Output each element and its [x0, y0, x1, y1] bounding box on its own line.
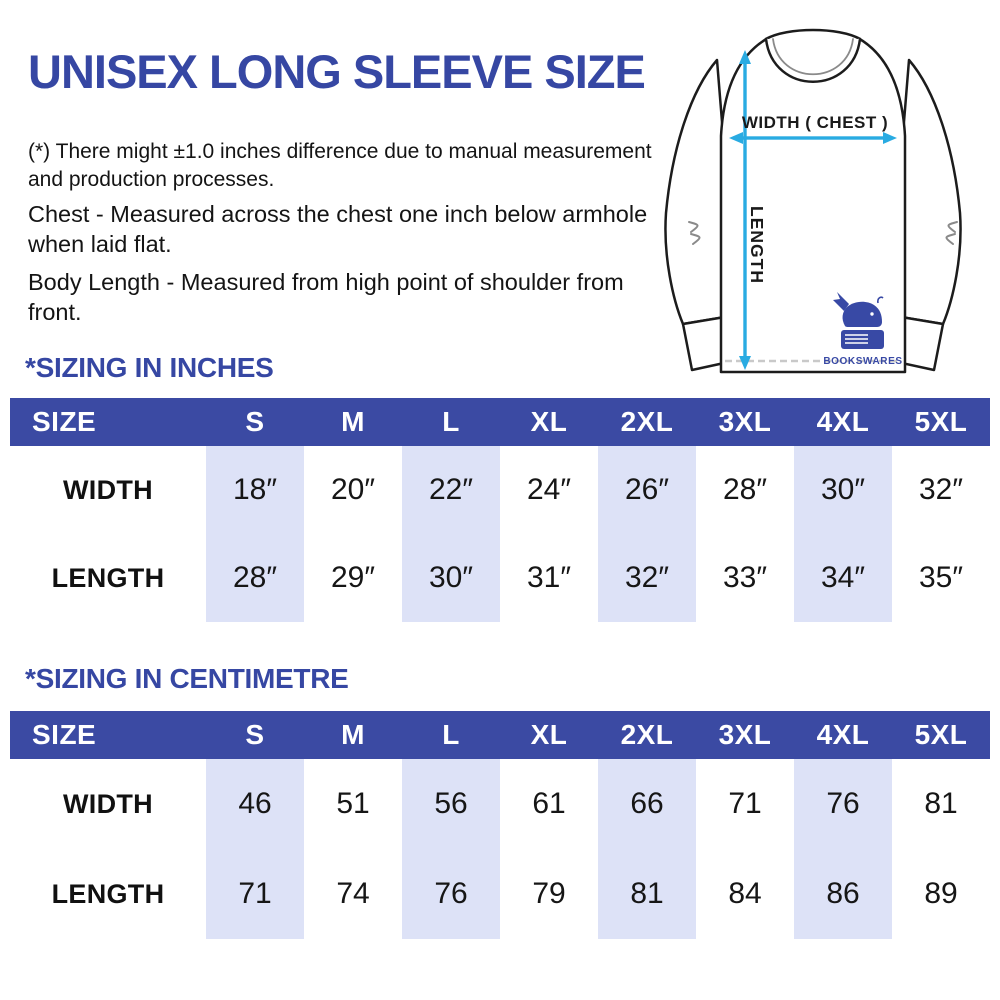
- value-cell: 26″: [598, 446, 696, 534]
- page-title: UNISEX LONG SLEEVE SIZE: [28, 45, 646, 98]
- value-cell: 51: [336, 787, 370, 820]
- width-chest-label: WIDTH ( CHEST ): [742, 113, 888, 132]
- column-header-xl: XL: [530, 719, 568, 750]
- value-cell: 29″: [331, 561, 375, 594]
- table-row-width: WIDTH 18″ 20″ 22″ 24″ 26″ 28″ 30″ 32″: [10, 446, 990, 534]
- row-label-width: WIDTH: [63, 474, 153, 505]
- column-header-4xl: 4XL: [816, 406, 870, 437]
- book-icon: [841, 330, 884, 349]
- value-cell: 24″: [527, 473, 571, 506]
- table-row-length: LENGTH 28″ 29″ 30″ 31″ 32″ 33″ 34″ 35″: [10, 534, 990, 622]
- value-cell: 34″: [794, 534, 892, 622]
- whale-icon: [833, 292, 884, 327]
- column-header-l: L: [442, 406, 460, 437]
- value-cell: 20″: [331, 473, 375, 506]
- value-cell: 28″: [723, 473, 767, 506]
- value-cell: 81: [598, 849, 696, 939]
- brand-name: BOOKSWARES: [823, 356, 902, 367]
- sizing-in-centimetre-heading: *SIZING IN CENTIMETRE: [25, 663, 349, 694]
- right-elbow-mark: [945, 221, 958, 245]
- column-header-m: M: [341, 406, 365, 437]
- long-sleeve-shirt-diagram: WIDTH ( CHEST ) LENGTH BOOKSWARES: [664, 28, 962, 374]
- column-header-4xl: 4XL: [816, 719, 870, 750]
- collar-outer: [764, 37, 862, 83]
- table-header-row: SIZE S M L XL 2XL 3XL 4XL 5XL: [10, 398, 990, 446]
- collar-inner-rib: [772, 38, 854, 75]
- value-cell: 66: [598, 759, 696, 849]
- column-header-size: SIZE: [32, 406, 97, 437]
- left-elbow-mark: [688, 221, 701, 245]
- value-cell: 35″: [919, 561, 963, 594]
- column-header-size: SIZE: [32, 719, 97, 750]
- bookswares-logo: BOOKSWARES: [823, 292, 902, 367]
- value-cell: 74: [336, 877, 370, 910]
- column-header-3xl: 3XL: [718, 406, 772, 437]
- length-label: LENGTH: [747, 206, 767, 284]
- value-cell: 71: [206, 849, 304, 939]
- value-cell: 31″: [527, 561, 571, 594]
- length-arrow-icon: [739, 50, 751, 370]
- value-cell: 86: [794, 849, 892, 939]
- value-cell: 18″: [206, 446, 304, 534]
- value-cell: 79: [532, 877, 566, 910]
- width-arrow-icon: [729, 132, 897, 144]
- value-cell: 32″: [919, 473, 963, 506]
- row-label-length: LENGTH: [51, 562, 165, 593]
- column-header-5xl: 5XL: [914, 406, 968, 437]
- column-header-2xl: 2XL: [620, 406, 674, 437]
- value-cell: 30″: [794, 446, 892, 534]
- body-length-definition: Body Length - Measured from high point o…: [28, 269, 624, 325]
- value-cell: 30″: [402, 534, 500, 622]
- column-header-m: M: [341, 719, 365, 750]
- column-header-s: S: [245, 719, 265, 750]
- sizing-table-centimetre: SIZE S M L XL 2XL 3XL 4XL 5XL WIDTH 46 51 56 61 66 71 76…: [10, 711, 990, 939]
- column-header-s: S: [245, 406, 265, 437]
- sizing-in-inches-heading: *SIZING IN INCHES: [25, 352, 274, 383]
- value-cell: 61: [532, 787, 566, 820]
- chest-definition: Chest - Measured across the chest one in…: [28, 201, 648, 257]
- column-header-2xl: 2XL: [620, 719, 674, 750]
- value-cell: 81: [924, 787, 958, 820]
- value-cell: 89: [924, 877, 958, 910]
- column-header-xl: XL: [530, 406, 568, 437]
- value-cell: 32″: [598, 534, 696, 622]
- row-label-width: WIDTH: [63, 788, 153, 819]
- table-row-width: WIDTH 46 51 56 61 66 71 76 81: [10, 759, 990, 849]
- column-header-l: L: [442, 719, 460, 750]
- value-cell: 46: [206, 759, 304, 849]
- collar-top-edge: [764, 28, 862, 41]
- sizing-table-inches: SIZE S M L XL 2XL 3XL 4XL 5XL WIDTH 18″ 20″ 22″ 24″ 26…: [10, 398, 990, 622]
- value-cell: 33″: [723, 561, 767, 594]
- value-cell: 76: [794, 759, 892, 849]
- column-header-3xl: 3XL: [718, 719, 772, 750]
- table-header-row: SIZE S M L XL 2XL 3XL 4XL 5XL: [10, 711, 990, 759]
- table-row-length: LENGTH 71 74 76 79 81 84 86 89: [10, 849, 990, 939]
- column-header-5xl: 5XL: [914, 719, 968, 750]
- row-label-length: LENGTH: [51, 878, 165, 909]
- value-cell: 28″: [206, 534, 304, 622]
- measurement-disclaimer: (*) There might ±1.0 inches difference d…: [28, 140, 652, 191]
- value-cell: 71: [728, 787, 762, 820]
- value-cell: 76: [402, 849, 500, 939]
- value-cell: 84: [728, 877, 762, 910]
- value-cell: 56: [402, 759, 500, 849]
- value-cell: 22″: [402, 446, 500, 534]
